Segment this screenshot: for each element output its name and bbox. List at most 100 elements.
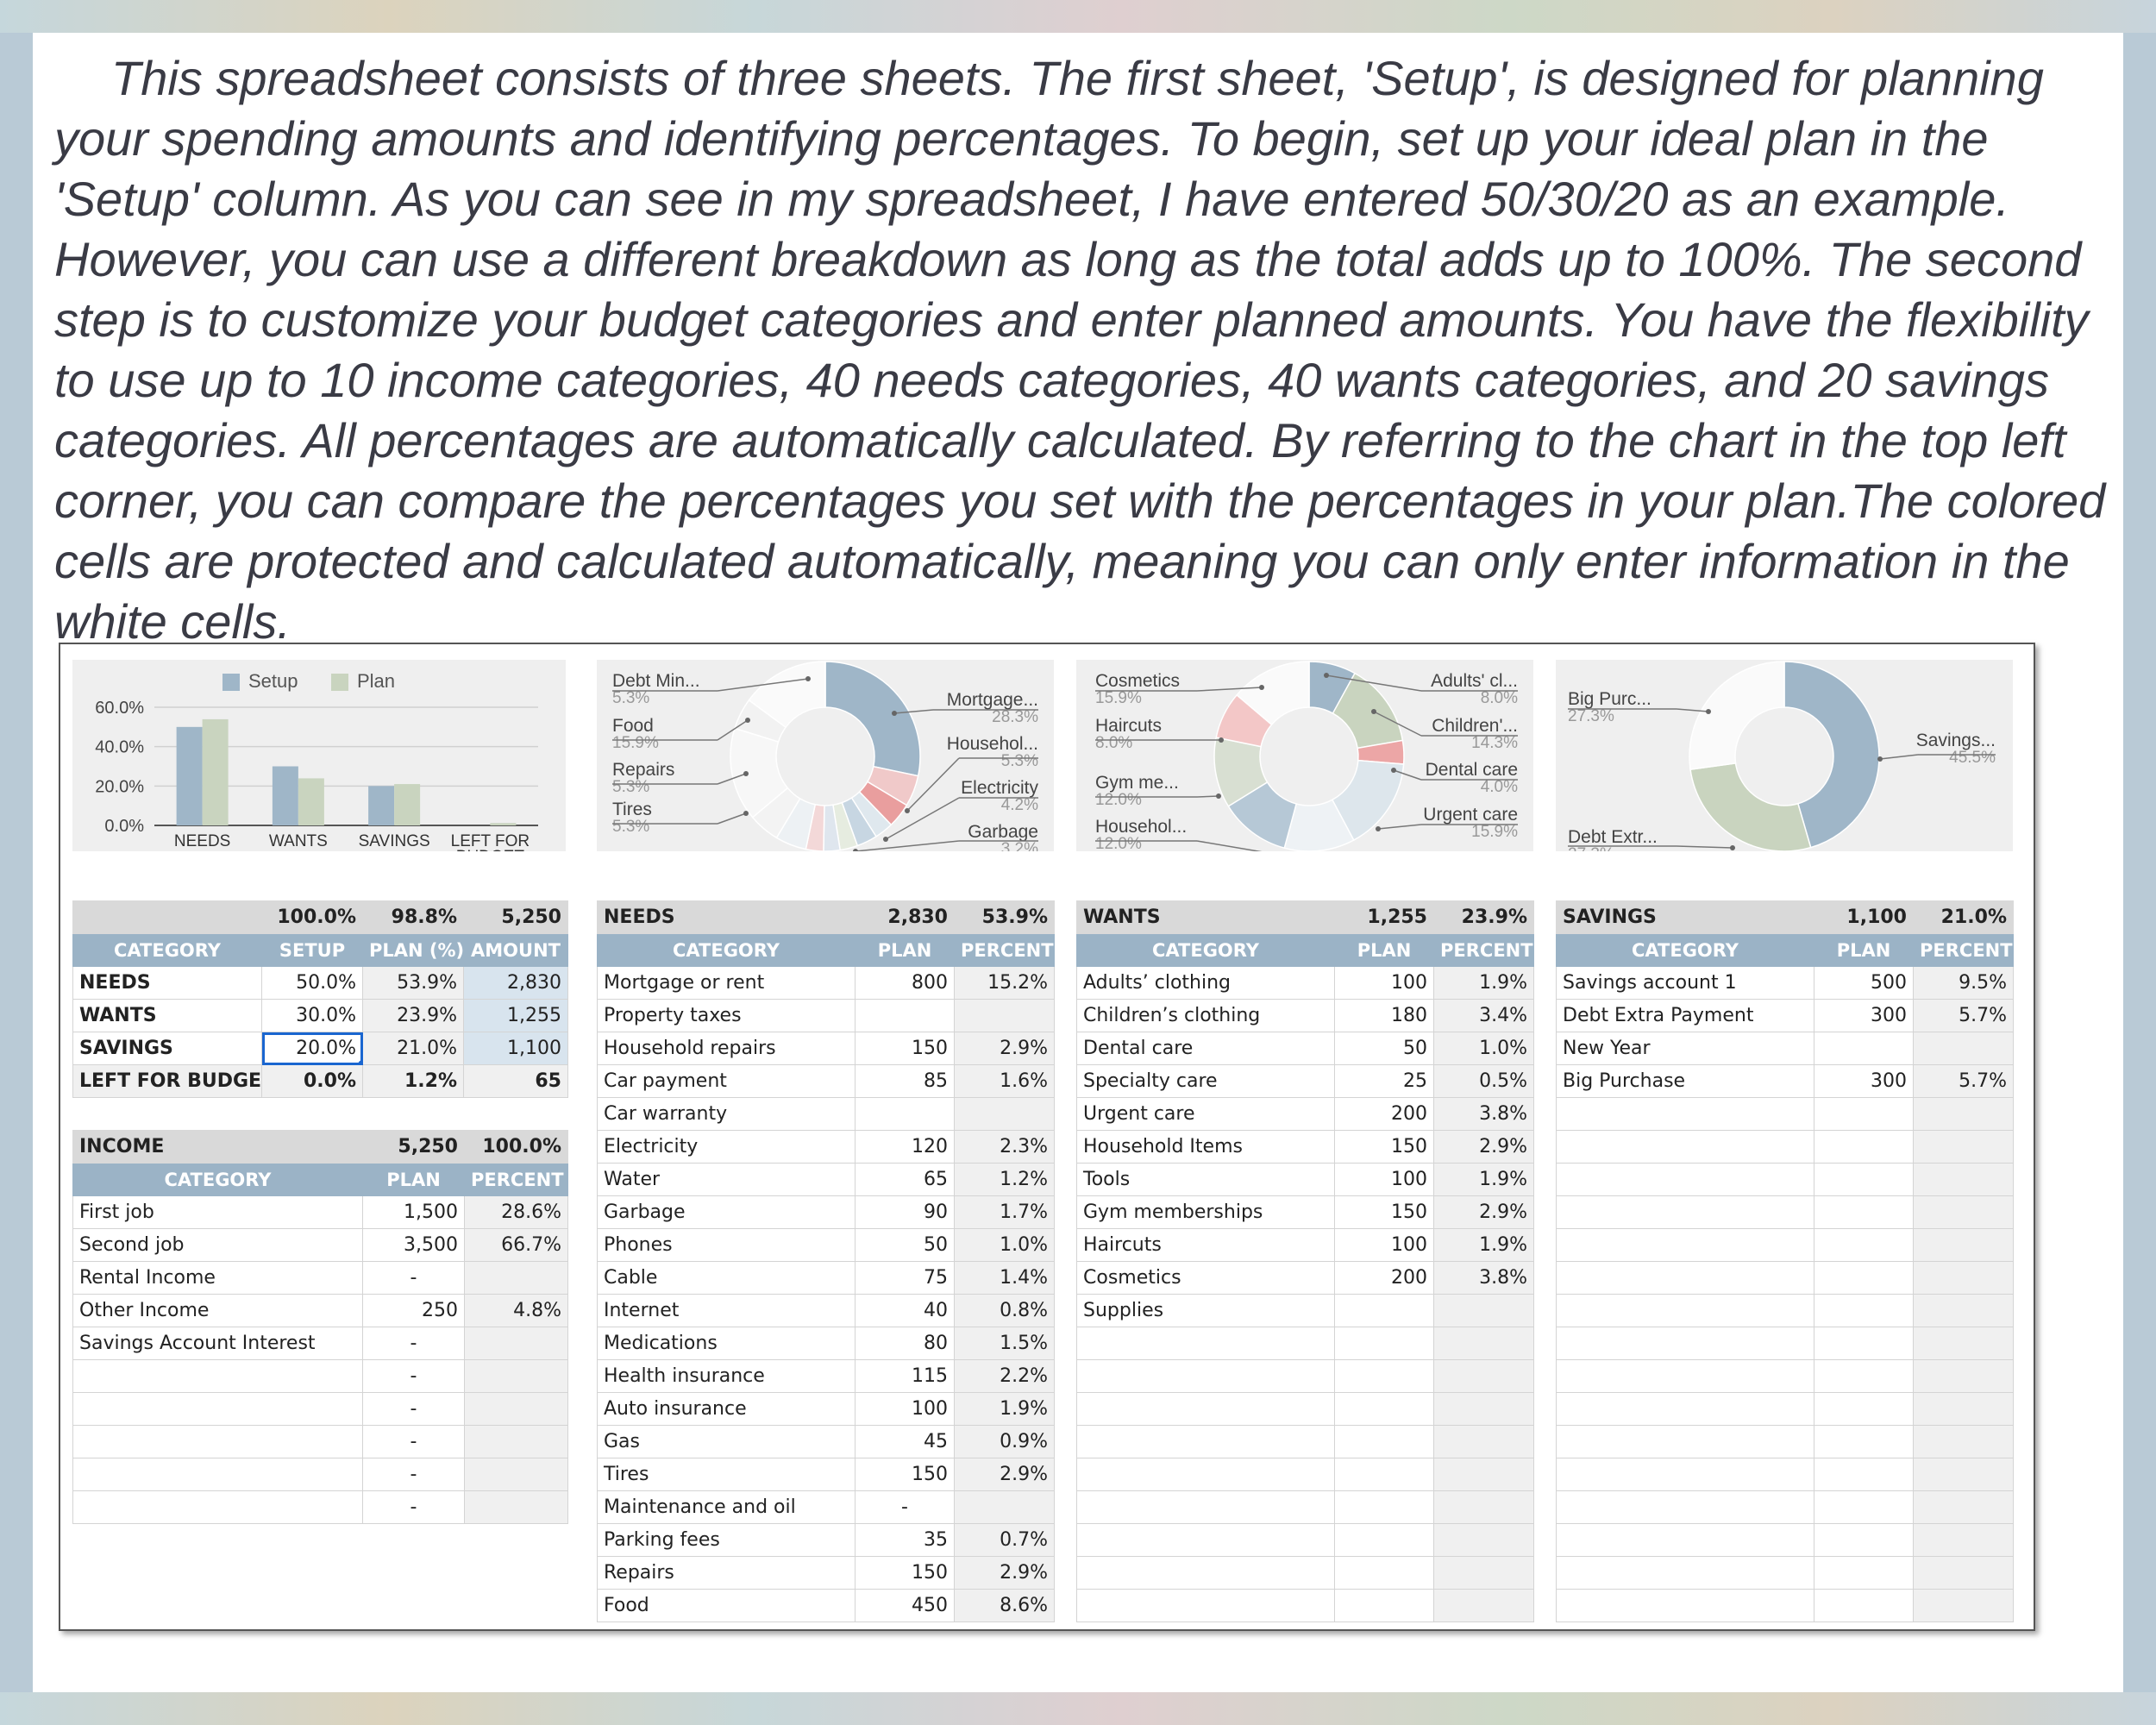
plan-cell[interactable]: 300: [1814, 999, 1914, 1032]
category-cell[interactable]: Savings account 1: [1556, 966, 1814, 1000]
plan-cell[interactable]: [1814, 1327, 1914, 1360]
category-cell[interactable]: Tires: [597, 1458, 856, 1491]
plan-cell[interactable]: [1814, 1359, 1914, 1393]
category-cell[interactable]: [1076, 1392, 1335, 1426]
plan-cell[interactable]: 35: [855, 1523, 955, 1557]
category-cell[interactable]: [1556, 1228, 1814, 1262]
category-cell[interactable]: Cosmetics: [1076, 1261, 1335, 1295]
category-cell[interactable]: Tools: [1076, 1163, 1335, 1196]
plan-cell[interactable]: 100: [1334, 1163, 1434, 1196]
plan-cell[interactable]: [1334, 1458, 1434, 1491]
category-cell[interactable]: [1076, 1327, 1335, 1360]
category-cell[interactable]: [72, 1359, 363, 1393]
plan-cell[interactable]: -: [362, 1425, 465, 1458]
plan-cell[interactable]: 300: [1814, 1064, 1914, 1098]
category-cell[interactable]: Specialty care: [1076, 1064, 1335, 1098]
category-cell[interactable]: Urgent care: [1076, 1097, 1335, 1131]
category-cell[interactable]: Rental Income: [72, 1261, 363, 1295]
category-cell[interactable]: [72, 1392, 363, 1426]
category-cell[interactable]: [1556, 1327, 1814, 1360]
category-cell[interactable]: [1556, 1490, 1814, 1524]
category-cell[interactable]: Phones: [597, 1228, 856, 1262]
category-cell[interactable]: Second job: [72, 1228, 363, 1262]
plan-cell[interactable]: 150: [855, 1032, 955, 1065]
category-cell[interactable]: Internet: [597, 1294, 856, 1327]
category-cell[interactable]: Other Income: [72, 1294, 363, 1327]
plan-cell[interactable]: 45: [855, 1425, 955, 1458]
plan-cell[interactable]: 150: [855, 1458, 955, 1491]
plan-cell[interactable]: 25: [1334, 1064, 1434, 1098]
plan-cell[interactable]: 100: [855, 1392, 955, 1426]
plan-cell[interactable]: [1334, 1327, 1434, 1360]
plan-cell[interactable]: 75: [855, 1261, 955, 1295]
category-cell[interactable]: Electricity: [597, 1130, 856, 1164]
category-cell[interactable]: Repairs: [597, 1556, 856, 1590]
category-cell[interactable]: Car payment: [597, 1064, 856, 1098]
plan-cell[interactable]: -: [362, 1359, 465, 1393]
category-cell[interactable]: [1556, 1163, 1814, 1196]
plan-cell[interactable]: [1334, 1425, 1434, 1458]
category-cell[interactable]: [1556, 1589, 1814, 1622]
plan-cell[interactable]: [1334, 1392, 1434, 1426]
category-cell[interactable]: [1076, 1458, 1335, 1491]
plan-cell[interactable]: [1814, 1556, 1914, 1590]
category-cell[interactable]: Household Items: [1076, 1130, 1335, 1164]
category-cell[interactable]: [1556, 1359, 1814, 1393]
category-cell[interactable]: Health insurance: [597, 1359, 856, 1393]
plan-cell[interactable]: 450: [855, 1589, 955, 1622]
plan-cell[interactable]: 65: [855, 1163, 955, 1196]
category-cell[interactable]: Garbage: [597, 1195, 856, 1229]
plan-cell[interactable]: [1334, 1490, 1434, 1524]
plan-cell[interactable]: -: [362, 1490, 465, 1524]
plan-cell[interactable]: 100: [1334, 966, 1434, 1000]
category-cell[interactable]: [72, 1458, 363, 1491]
plan-cell[interactable]: 150: [1334, 1130, 1434, 1164]
category-cell[interactable]: [1556, 1294, 1814, 1327]
fill-handle[interactable]: [358, 1060, 362, 1064]
plan-cell[interactable]: 115: [855, 1359, 955, 1393]
plan-cell[interactable]: [1334, 1589, 1434, 1622]
category-cell[interactable]: [1556, 1458, 1814, 1491]
plan-cell[interactable]: 1,500: [362, 1195, 465, 1229]
category-cell[interactable]: Household repairs: [597, 1032, 856, 1065]
category-cell[interactable]: Dental care: [1076, 1032, 1335, 1065]
plan-cell[interactable]: 180: [1334, 999, 1434, 1032]
category-cell[interactable]: Gym memberships: [1076, 1195, 1335, 1229]
category-cell[interactable]: Parking fees: [597, 1523, 856, 1557]
category-cell[interactable]: Property taxes: [597, 999, 856, 1032]
category-cell[interactable]: Water: [597, 1163, 856, 1196]
plan-cell[interactable]: 80: [855, 1327, 955, 1360]
category-cell[interactable]: [72, 1425, 363, 1458]
category-cell[interactable]: Big Purchase: [1556, 1064, 1814, 1098]
selected-setup-cell[interactable]: 20.0%: [261, 1032, 363, 1065]
plan-cell[interactable]: [855, 1097, 955, 1131]
plan-cell[interactable]: [1334, 1294, 1434, 1327]
category-cell[interactable]: [1076, 1490, 1335, 1524]
plan-cell[interactable]: [1814, 1589, 1914, 1622]
plan-cell[interactable]: [1334, 1556, 1434, 1590]
plan-cell[interactable]: [1814, 1032, 1914, 1065]
plan-cell[interactable]: [1814, 1425, 1914, 1458]
plan-cell[interactable]: [1334, 1523, 1434, 1557]
category-cell[interactable]: Auto insurance: [597, 1392, 856, 1426]
plan-cell[interactable]: [855, 999, 955, 1032]
category-cell[interactable]: Mortgage or rent: [597, 966, 856, 1000]
plan-cell[interactable]: [1814, 1490, 1914, 1524]
plan-cell[interactable]: 40: [855, 1294, 955, 1327]
category-cell[interactable]: [1556, 1392, 1814, 1426]
plan-cell[interactable]: 150: [855, 1556, 955, 1590]
plan-cell[interactable]: 800: [855, 966, 955, 1000]
plan-cell[interactable]: 250: [362, 1294, 465, 1327]
plan-cell[interactable]: 100: [1334, 1228, 1434, 1262]
category-cell[interactable]: [1556, 1097, 1814, 1131]
plan-cell[interactable]: -: [362, 1458, 465, 1491]
category-cell[interactable]: Haircuts: [1076, 1228, 1335, 1262]
category-cell[interactable]: Maintenance and oil: [597, 1490, 856, 1524]
plan-cell[interactable]: 85: [855, 1064, 955, 1098]
category-cell[interactable]: [1556, 1425, 1814, 1458]
plan-cell[interactable]: -: [362, 1392, 465, 1426]
category-cell[interactable]: [72, 1490, 363, 1524]
category-cell[interactable]: [1556, 1130, 1814, 1164]
plan-cell[interactable]: 150: [1334, 1195, 1434, 1229]
plan-cell[interactable]: 90: [855, 1195, 955, 1229]
